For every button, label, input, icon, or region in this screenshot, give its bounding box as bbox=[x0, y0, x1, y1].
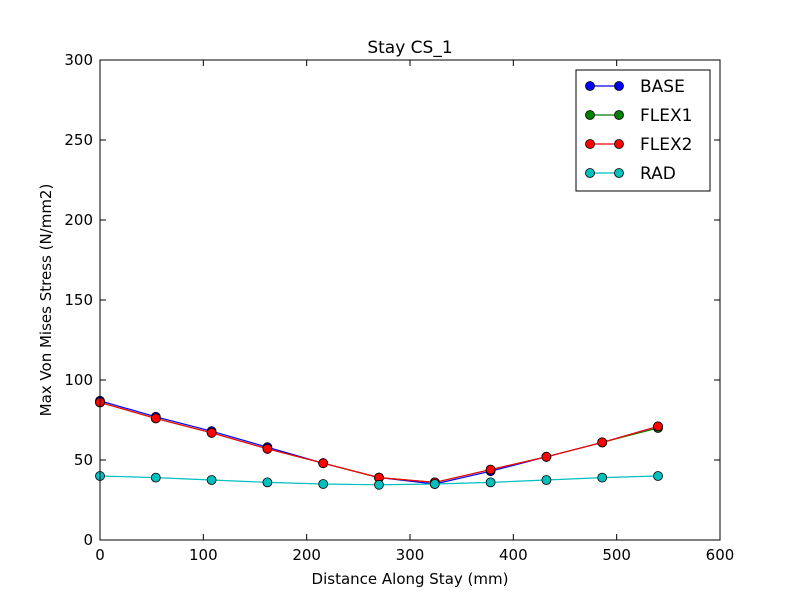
data-point-rad bbox=[150, 472, 161, 483]
y-tick-label: 100 bbox=[64, 371, 93, 389]
data-point-rad bbox=[374, 479, 384, 490]
data-point-flex2 bbox=[318, 458, 329, 469]
data-point-rad bbox=[318, 479, 329, 489]
legend-box bbox=[575, 69, 711, 192]
legend-marker bbox=[585, 139, 595, 149]
legend-marker bbox=[614, 81, 624, 91]
legend-item-flex2: FLEX2 bbox=[585, 135, 692, 155]
legend-marker bbox=[614, 168, 624, 178]
legend-label: BASE bbox=[640, 77, 685, 97]
x-axis-label: Distance Along Stay (mm) bbox=[312, 570, 509, 588]
legend-marker bbox=[585, 81, 595, 91]
data-point-flex2 bbox=[150, 413, 161, 424]
data-point-rad bbox=[597, 472, 608, 483]
x-tick-label: 100 bbox=[189, 546, 218, 564]
data-point-flex2 bbox=[541, 451, 552, 462]
tick-layer: 0 100 200 300 400 500 600 0 50 100 150 200 250 300 bbox=[64, 51, 734, 564]
legend-item-rad: RAD bbox=[585, 164, 676, 184]
y-tick-label: 50 bbox=[74, 451, 93, 469]
legend-item-flex1: FLEX1 bbox=[585, 106, 692, 126]
x-tick-label: 300 bbox=[396, 546, 425, 564]
data-point-flex2 bbox=[653, 421, 663, 432]
x-tick-label: 600 bbox=[706, 546, 735, 564]
legend-label: FLEX1 bbox=[640, 106, 692, 126]
data-point-rad bbox=[429, 479, 440, 489]
data-point-rad bbox=[206, 475, 217, 485]
legend-marker bbox=[585, 168, 595, 178]
series-layer bbox=[95, 395, 663, 490]
chart-title: Stay CS_1 bbox=[367, 38, 452, 58]
data-point-flex2 bbox=[485, 464, 496, 475]
data-point-rad bbox=[653, 471, 663, 481]
legend-items: BASE FLEX1 FLEX2 RAD bbox=[585, 77, 692, 184]
y-tick-label: 300 bbox=[64, 51, 93, 69]
legend-item-base: BASE bbox=[585, 77, 685, 97]
series-rad bbox=[95, 471, 663, 490]
legend-marker bbox=[614, 110, 624, 120]
data-point-flex2 bbox=[597, 437, 608, 448]
data-point-flex2 bbox=[262, 443, 273, 454]
legend-marker bbox=[614, 139, 624, 149]
y-tick-label: 250 bbox=[64, 131, 93, 149]
data-point-flex2 bbox=[206, 427, 217, 438]
legend: BASE FLEX1 FLEX2 RAD bbox=[575, 69, 711, 192]
x-tick-label: 200 bbox=[292, 546, 321, 564]
y-tick-label: 0 bbox=[83, 531, 93, 549]
legend-label: RAD bbox=[640, 164, 676, 184]
x-tick-label: 500 bbox=[602, 546, 631, 564]
y-axis-label: Max Von Mises Stress (N/mm2) bbox=[37, 184, 55, 417]
y-tick-label: 200 bbox=[64, 211, 93, 229]
x-tick-label: 0 bbox=[95, 546, 105, 564]
legend-label: FLEX2 bbox=[640, 135, 692, 155]
data-point-rad bbox=[541, 475, 552, 485]
x-tick-label: 400 bbox=[499, 546, 528, 564]
data-point-rad bbox=[262, 477, 273, 488]
legend-marker bbox=[585, 110, 595, 120]
y-tick-label: 150 bbox=[64, 291, 93, 309]
data-point-rad bbox=[485, 477, 496, 488]
